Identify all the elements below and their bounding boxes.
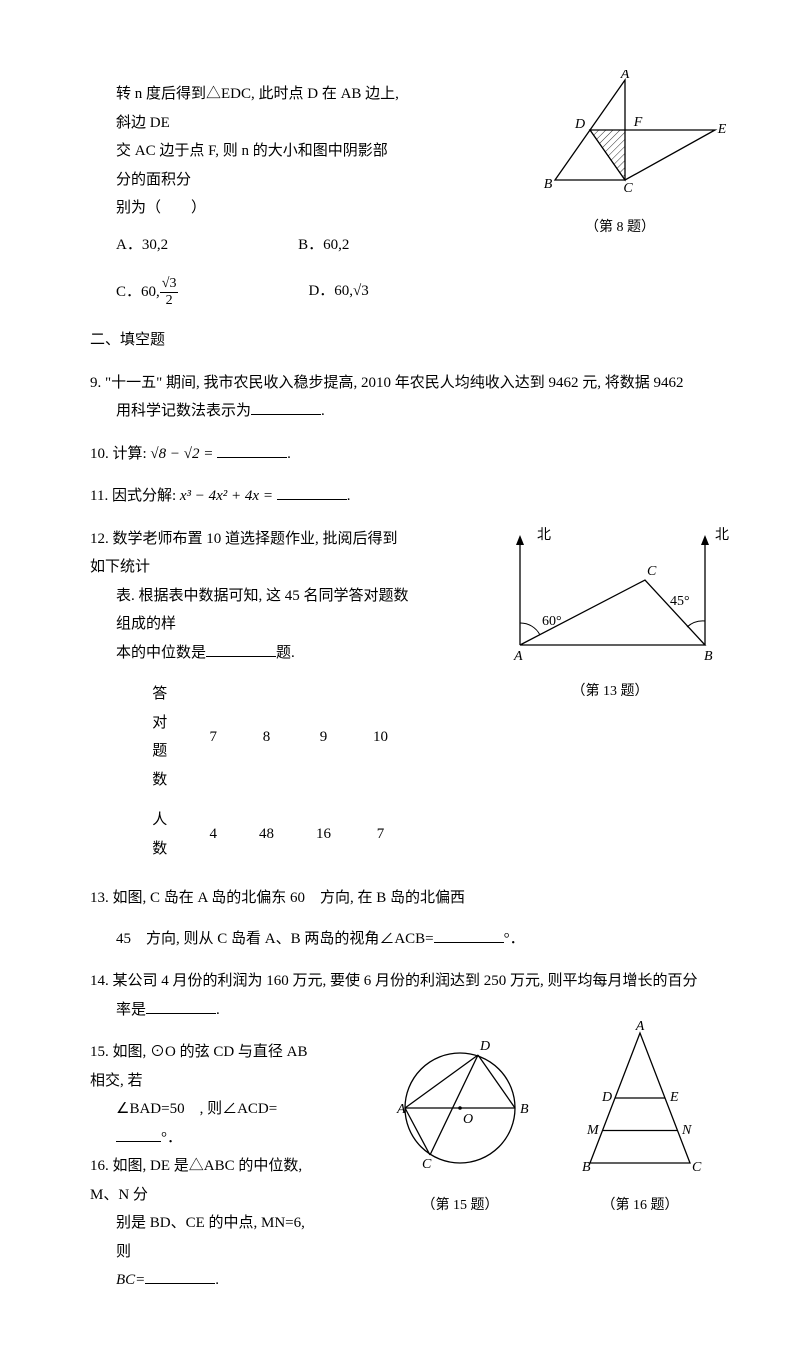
- q12-line3: 本的中位数是题.: [90, 639, 410, 668]
- svg-text:M: M: [586, 1123, 600, 1138]
- q15-16-text: 15. 如图, ⊙O 的弦 CD 与直径 AB 相交, 若 ∠BAD=50 , …: [90, 1038, 320, 1295]
- svg-text:E: E: [669, 1090, 679, 1105]
- q14-blank: [146, 996, 216, 1014]
- svg-text:A: A: [513, 649, 523, 664]
- svg-text:E: E: [717, 122, 727, 137]
- svg-text:北: 北: [715, 527, 729, 543]
- svg-text:北: 北: [537, 527, 551, 543]
- svg-text:A: A: [396, 1102, 406, 1117]
- q16-figure: A B C D E M N （第 16 题）: [560, 1018, 720, 1219]
- q8-text: 转 n 度后得到△EDC, 此时点 D 在 AB 边上, 斜边 DE 交 AC …: [90, 80, 400, 223]
- question-11: 11. 因式分解: x³ − 4x² + 4x = .: [90, 482, 710, 511]
- q15-line2: ∠BAD=50 , 则∠ACD=°．: [90, 1095, 320, 1152]
- q15-figure: A B C D O （第 15 题）: [380, 1028, 540, 1219]
- svg-text:60°: 60°: [542, 614, 562, 629]
- q16-line3: BC=.: [90, 1266, 320, 1295]
- svg-text:O: O: [463, 1112, 473, 1127]
- svg-text:D: D: [601, 1090, 612, 1105]
- q8-caption: （第 8 题）: [510, 215, 730, 242]
- q8-option-a: A．30,2: [116, 231, 168, 260]
- q13-figure: 北 北 60° 45° C A B （第 13 题）: [490, 525, 730, 706]
- q15-svg: A B C D O: [380, 1028, 540, 1178]
- svg-text:C: C: [623, 181, 633, 196]
- svg-text:C: C: [422, 1157, 432, 1172]
- q9-blank: [251, 397, 321, 415]
- q15-caption: （第 15 题）: [380, 1193, 540, 1220]
- svg-text:D: D: [479, 1039, 490, 1054]
- q16-svg: A B C D E M N: [560, 1018, 720, 1178]
- q14-line1: 14. 某公司 4 月份的利润为 160 万元, 要使 6 月份的利润达到 25…: [90, 967, 710, 996]
- q8-line2: 交 AC 边于点 F, 则 n 的大小和图中阴影部分的面积分: [116, 137, 400, 194]
- svg-text:C: C: [647, 564, 657, 579]
- q12-line1: 12. 数学老师布置 10 道选择题作业, 批阅后得到如下统计: [90, 525, 410, 582]
- q15-blank: [116, 1124, 161, 1142]
- q12-blank: [206, 639, 276, 657]
- q9-line2: 用科学记数法表示为.: [90, 397, 710, 426]
- question-14: 14. 某公司 4 月份的利润为 160 万元, 要使 6 月份的利润达到 25…: [90, 967, 710, 1024]
- svg-text:D: D: [574, 117, 585, 132]
- question-8: 转 n 度后得到△EDC, 此时点 D 在 AB 边上, 斜边 DE 交 AC …: [90, 80, 710, 308]
- q12-table: 答对题数 7 8 9 10 人数 4 48 16 7: [130, 673, 410, 870]
- q8-figure: A B C D E F （第 8 题）: [510, 70, 730, 241]
- q8-option-c: C．60,√32: [116, 277, 178, 308]
- q10-expr: √8 − √2 =: [150, 446, 217, 462]
- svg-text:A: A: [620, 70, 630, 82]
- svg-text:B: B: [582, 1160, 591, 1175]
- svg-text:B: B: [520, 1102, 529, 1117]
- question-9: 9. "十一五" 期间, 我市农民收入稳步提高, 2010 年农民人均纯收入达到…: [90, 369, 710, 426]
- q9-line1: 9. "十一五" 期间, 我市农民收入稳步提高, 2010 年农民人均纯收入达到…: [90, 369, 710, 398]
- q8-line1: 转 n 度后得到△EDC, 此时点 D 在 AB 边上, 斜边 DE: [116, 80, 400, 137]
- q16-line2: 别是 BD、CE 的中点, MN=6, 则: [90, 1209, 320, 1266]
- q8-svg: A B C D E F: [510, 70, 730, 200]
- q13-blank: [434, 925, 504, 943]
- q11-expr: x³ − 4x² + 4x =: [180, 488, 277, 504]
- q8-line3: 别为（ ）: [116, 194, 400, 223]
- q16-blank: [145, 1266, 215, 1284]
- svg-text:A: A: [635, 1019, 645, 1034]
- svg-text:N: N: [681, 1123, 692, 1138]
- q13-line2: 45 方向, 则从 C 岛看 A、B 两岛的视角∠ACB=°．: [90, 925, 710, 954]
- q15-line1: 15. 如图, ⊙O 的弦 CD 与直径 AB 相交, 若: [90, 1038, 320, 1095]
- q8-option-b: B．60,2: [298, 231, 349, 260]
- q16-caption: （第 16 题）: [560, 1193, 720, 1220]
- svg-text:B: B: [544, 177, 553, 192]
- section-2-header: 二、填空题: [90, 326, 710, 355]
- q12-line2: 表. 根据表中数据可知, 这 45 名同学答对题数组成的样: [90, 582, 410, 639]
- q10-blank: [217, 440, 287, 458]
- svg-text:45°: 45°: [670, 594, 690, 609]
- q16-line1: 16. 如图, DE 是△ABC 的中位数, M、N 分: [90, 1152, 320, 1209]
- question-10: 10. 计算: √8 − √2 = .: [90, 440, 710, 469]
- q13-caption: （第 13 题）: [490, 679, 730, 706]
- question-13: 13. 如图, C 岛在 A 岛的北偏东 60 方向, 在 B 岛的北偏西 45…: [90, 884, 710, 953]
- svg-text:B: B: [704, 649, 713, 664]
- svg-text:C: C: [692, 1160, 702, 1175]
- q11-blank: [277, 482, 347, 500]
- q8-options: A．30,2 B．60,2 C．60,√32 D．60,√3: [90, 231, 710, 309]
- q8-option-d: D．60,√3: [308, 277, 368, 308]
- question-15-16-block: 15. 如图, ⊙O 的弦 CD 与直径 AB 相交, 若 ∠BAD=50 , …: [90, 1038, 710, 1295]
- q13-line1: 13. 如图, C 岛在 A 岛的北偏东 60 方向, 在 B 岛的北偏西: [90, 884, 710, 913]
- q12-text: 12. 数学老师布置 10 道选择题作业, 批阅后得到如下统计 表. 根据表中数…: [90, 525, 410, 871]
- question-12: 12. 数学老师布置 10 道选择题作业, 批阅后得到如下统计 表. 根据表中数…: [90, 525, 710, 871]
- q13-svg: 北 北 60° 45° C A B: [490, 525, 730, 665]
- svg-text:F: F: [633, 115, 643, 130]
